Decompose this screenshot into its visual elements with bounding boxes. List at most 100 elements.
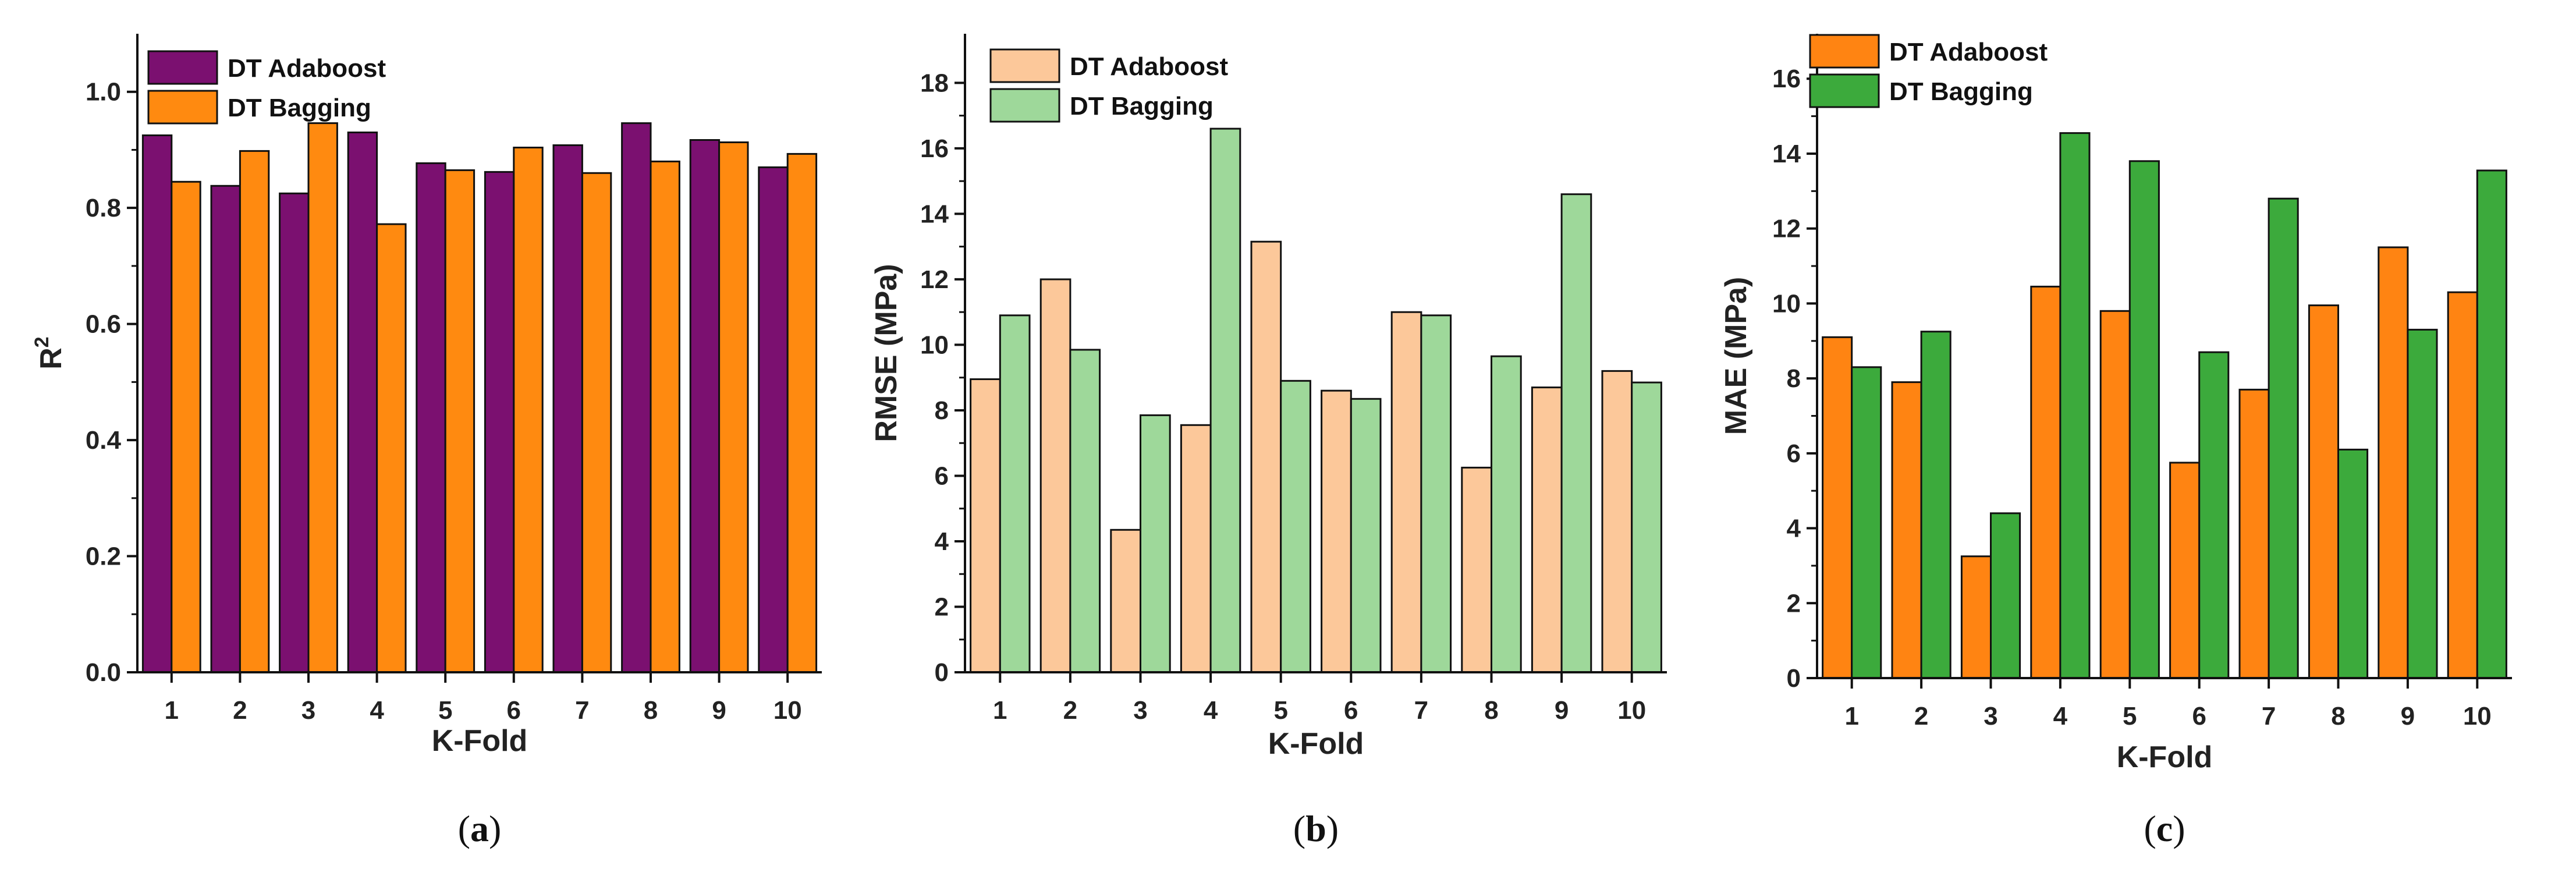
- bar-adaboost-fold-2: [210, 185, 241, 673]
- y-tick-label: 16: [1772, 65, 1801, 93]
- panel-label-letter: c: [2156, 808, 2173, 849]
- bar-adaboost-fold-7: [1390, 311, 1422, 673]
- x-tick-label: 5: [438, 696, 452, 725]
- bar-bagging-fold-4: [376, 223, 407, 673]
- panel-label-letter: b: [1305, 808, 1326, 849]
- bar-bagging-fold-5: [2128, 160, 2160, 679]
- x-tick-label: 4: [370, 696, 384, 725]
- bar-adaboost-fold-10: [758, 166, 789, 673]
- panel-label: (c): [2144, 808, 2185, 849]
- x-tick-label: 8: [1484, 696, 1498, 725]
- y-tick-label: 0.2: [86, 542, 121, 571]
- bar-adaboost-fold-1: [970, 378, 1001, 673]
- x-tick-label: 10: [2463, 702, 2492, 730]
- bar-adaboost-fold-9: [1531, 386, 1563, 673]
- bar-adaboost-fold-10: [1601, 370, 1633, 673]
- bar-adaboost-fold-8: [1461, 466, 1493, 673]
- x-tick-label: 10: [773, 696, 802, 725]
- bar-adaboost-fold-4: [347, 132, 378, 673]
- bar-adaboost-fold-7: [2238, 388, 2270, 679]
- legend-swatch-adaboost: [1809, 34, 1880, 69]
- bar-bagging-fold-6: [1350, 398, 1382, 673]
- x-tick-label: 3: [1133, 696, 1147, 725]
- legend-label-bagging: DT Bagging: [1070, 92, 1214, 120]
- y-axis-title-superscript: 2: [31, 336, 53, 347]
- bar-adaboost-fold-9: [689, 139, 721, 673]
- legend-swatch-adaboost: [989, 48, 1060, 83]
- x-tick-label: 1: [993, 696, 1007, 725]
- y-tick-label: 12: [1772, 215, 1801, 243]
- bar-adaboost-fold-1: [1822, 336, 1853, 679]
- bar-adaboost-fold-9: [2378, 246, 2409, 679]
- y-tick-label: 0.0: [86, 658, 121, 687]
- bar-bagging-fold-9: [718, 141, 749, 673]
- y-axis-title: R2: [31, 336, 68, 369]
- x-tick-label: 4: [1204, 696, 1218, 725]
- y-tick-label: 6: [935, 462, 949, 490]
- y-tick-label: 12: [920, 265, 949, 294]
- x-tick-label: 2: [233, 696, 247, 725]
- bar-adaboost-fold-5: [1250, 240, 1282, 673]
- y-tick-label: 0: [935, 658, 949, 687]
- y-tick-label: 8: [935, 396, 949, 425]
- y-tick-label: 2: [1787, 589, 1801, 618]
- y-axis-title: RMSE (MPa): [870, 264, 903, 442]
- y-tick-label: 1.0: [86, 78, 121, 107]
- x-tick-label: 9: [712, 696, 726, 725]
- panel-label: (a): [458, 808, 502, 849]
- bar-bagging-fold-7: [2268, 197, 2299, 679]
- bar-bagging-fold-9: [2407, 328, 2438, 679]
- y-tick-label: 0: [1787, 664, 1801, 693]
- y-tick-label: 16: [920, 134, 949, 163]
- x-tick-label: 7: [575, 696, 589, 725]
- bar-bagging-fold-7: [1420, 314, 1452, 673]
- bar-bagging-fold-2: [239, 150, 270, 673]
- x-tick-label: 10: [1617, 696, 1646, 725]
- x-tick-label: 8: [2331, 702, 2345, 730]
- bar-adaboost-fold-2: [1039, 278, 1071, 673]
- bar-adaboost-fold-10: [2447, 291, 2478, 679]
- bar-bagging-fold-1: [1851, 366, 1882, 679]
- bar-adaboost-fold-4: [1180, 424, 1212, 673]
- bar-bagging-fold-5: [1280, 379, 1311, 673]
- y-tick-label: 0.6: [86, 310, 121, 339]
- x-tick-label: 1: [1844, 702, 1858, 730]
- bar-adaboost-fold-1: [141, 134, 173, 673]
- x-tick-label: 4: [2053, 702, 2068, 730]
- x-tick-label: 8: [644, 696, 658, 725]
- bar-bagging-fold-2: [1920, 331, 1951, 679]
- y-tick-label: 8: [1787, 364, 1801, 393]
- bar-bagging-fold-1: [999, 314, 1031, 673]
- x-tick-label: 3: [301, 696, 315, 725]
- bar-adaboost-fold-5: [2099, 310, 2131, 679]
- bar-adaboost-fold-6: [1321, 389, 1352, 673]
- legend-swatch-bagging: [989, 88, 1060, 123]
- bar-adaboost-fold-3: [279, 192, 310, 673]
- bar-bagging-fold-4: [2059, 132, 2091, 679]
- bar-bagging-fold-8: [650, 160, 680, 673]
- bar-bagging-fold-2: [1069, 349, 1101, 673]
- legend-label-bagging: DT Bagging: [1889, 77, 2033, 106]
- y-tick-label: 10: [920, 331, 949, 359]
- x-tick-label: 2: [1063, 696, 1077, 725]
- y-tick-label: 10: [1772, 289, 1801, 318]
- bar-bagging-fold-10: [786, 152, 818, 673]
- bar-bagging-fold-8: [2337, 448, 2369, 679]
- y-tick-label: 18: [920, 69, 949, 97]
- legend-swatch-bagging: [147, 90, 218, 125]
- y-tick-label: 0.4: [86, 426, 122, 455]
- chart-panel-a: 0.0 0.2 0.4 0.6 0.8 1.0 1 2 3 4 5 6 7 8 9 10 K-Fold R2 DT …: [31, 34, 822, 849]
- bar-adaboost-fold-8: [2308, 304, 2339, 679]
- bar-adaboost-fold-5: [416, 162, 446, 673]
- x-tick-label: 9: [2401, 702, 2415, 730]
- x-tick-label: 5: [2123, 702, 2137, 730]
- bar-bagging-fold-1: [171, 180, 201, 673]
- x-axis-title: K-Fold: [432, 724, 528, 758]
- legend-swatch-adaboost: [147, 50, 218, 85]
- bar-adaboost-fold-3: [1960, 555, 1992, 679]
- legend-label-adaboost: DT Adaboost: [1070, 52, 1228, 81]
- x-tick-label: 5: [1273, 696, 1287, 725]
- bar-bagging-fold-8: [1491, 355, 1522, 673]
